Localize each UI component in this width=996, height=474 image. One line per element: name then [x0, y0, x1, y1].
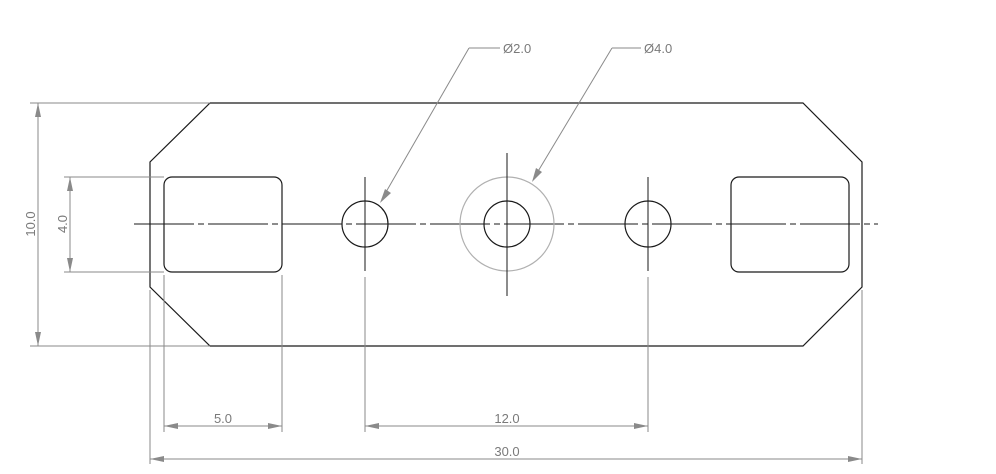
slot-width-dimension: 5.0: [164, 411, 282, 429]
large-hole-callout: Ø4.0: [532, 41, 672, 182]
slot-height-dimension-label: 4.0: [55, 215, 70, 233]
hole-spacing-dimension-label: 12.0: [494, 411, 519, 426]
height-dimension: 10.0: [23, 102, 210, 347]
overall-width-dimension-label: 30.0: [494, 444, 519, 459]
small-hole-callout-label: Ø2.0: [503, 41, 531, 56]
height-dimension-label: 10.0: [23, 211, 38, 236]
small-hole-callout: Ø2.0: [380, 41, 531, 203]
hole-spacing-dimension: 12.0: [365, 411, 648, 429]
large-hole-callout-label: Ø4.0: [644, 41, 672, 56]
overall-width-dimension: 30.0: [150, 444, 862, 462]
slot-height-dimension: 4.0: [55, 176, 164, 273]
plate-outline: [149, 102, 863, 347]
slot-width-dimension-label: 5.0: [214, 411, 232, 426]
